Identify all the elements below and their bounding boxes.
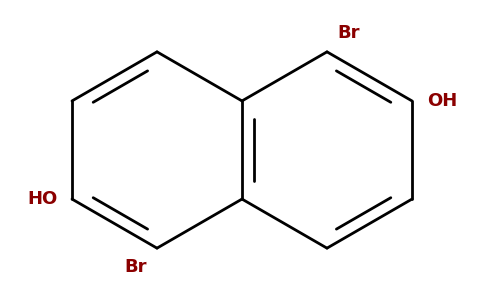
Text: Br: Br <box>337 23 360 41</box>
Text: Br: Br <box>124 259 147 277</box>
Text: OH: OH <box>427 92 457 110</box>
Text: HO: HO <box>27 190 57 208</box>
